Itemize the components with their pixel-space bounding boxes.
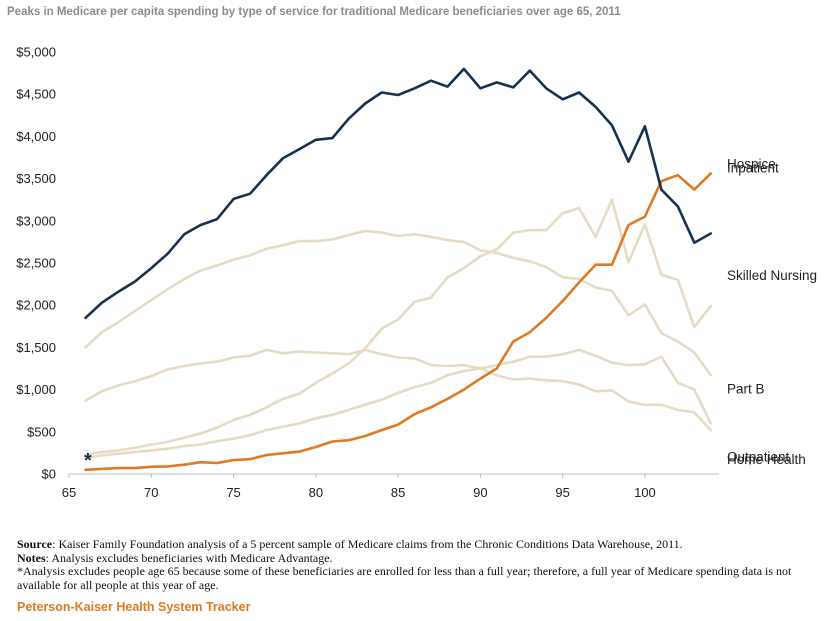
x-tick-label: 75 (226, 485, 240, 500)
series-label-home-health: Home Health (727, 452, 806, 467)
source-note: Source: Kaiser Family Foundation analysi… (17, 537, 817, 552)
source-label: Source (17, 537, 53, 551)
y-tick-label: $1,500 (16, 340, 56, 355)
asterisk-note: *Analysis excludes people age 65 because… (17, 564, 792, 592)
x-tick-label: 70 (144, 485, 158, 500)
x-tick-label: 80 (309, 485, 323, 500)
notes-label: Notes (17, 550, 46, 565)
x-tick-label: 100 (634, 485, 656, 500)
source-text: : Kaiser Family Foundation analysis of a… (52, 537, 683, 551)
series-line-skilled-nursing (84, 198, 713, 456)
y-tick-label: $3,500 (16, 171, 56, 186)
asterisk-annotation: * (84, 450, 92, 472)
notes-text: : Analysis excludes beneficiaries with M… (45, 550, 333, 565)
x-tick-label: 65 (62, 485, 76, 500)
x-tick-label: 95 (555, 485, 569, 500)
y-tick-label: $4,000 (16, 129, 56, 144)
y-tick-label: $3,000 (16, 213, 56, 228)
chart-title: Peaks in Medicare per capita spending by… (7, 6, 621, 18)
x-tick-label: 85 (391, 485, 405, 500)
y-tick-label: $5,000 (16, 45, 56, 60)
y-tick-label: $500 (27, 424, 56, 439)
x-tick-label: 90 (473, 485, 487, 500)
series-line-hospice (84, 172, 713, 472)
series-line-part-b (84, 229, 713, 377)
series-label-outpatient: Outpatient (727, 449, 790, 464)
series-line-home-health (84, 348, 713, 432)
series-label-inpatient: Inpatient (727, 160, 779, 175)
line-chart: $0 $500 $1,000 $1,500 $2,000 $2,500 $3,000 $3,5… (16, 45, 817, 501)
y-tick-label: $2,000 (16, 298, 56, 313)
series-line-inpatient (84, 67, 713, 320)
footnotes: Source: Kaiser Family Foundation analysi… (17, 537, 817, 592)
series-label-hospice: Hospice (727, 157, 776, 172)
notes-note: Notes: Analysis excludes beneficiaries w… (17, 550, 817, 566)
y-tick-label: $2,500 (16, 256, 56, 271)
series-line-outpatient (84, 348, 713, 460)
brand-credit: Peterson-Kaiser Health System Tracker (17, 600, 251, 614)
series-label-part-b: Part B (727, 381, 765, 396)
y-tick-label: $4,500 (16, 87, 56, 102)
y-tick-label: $1,000 (16, 382, 56, 397)
series-label-skilled-nursing: Skilled Nursing (727, 268, 817, 283)
y-tick-label: $0 (42, 467, 56, 482)
